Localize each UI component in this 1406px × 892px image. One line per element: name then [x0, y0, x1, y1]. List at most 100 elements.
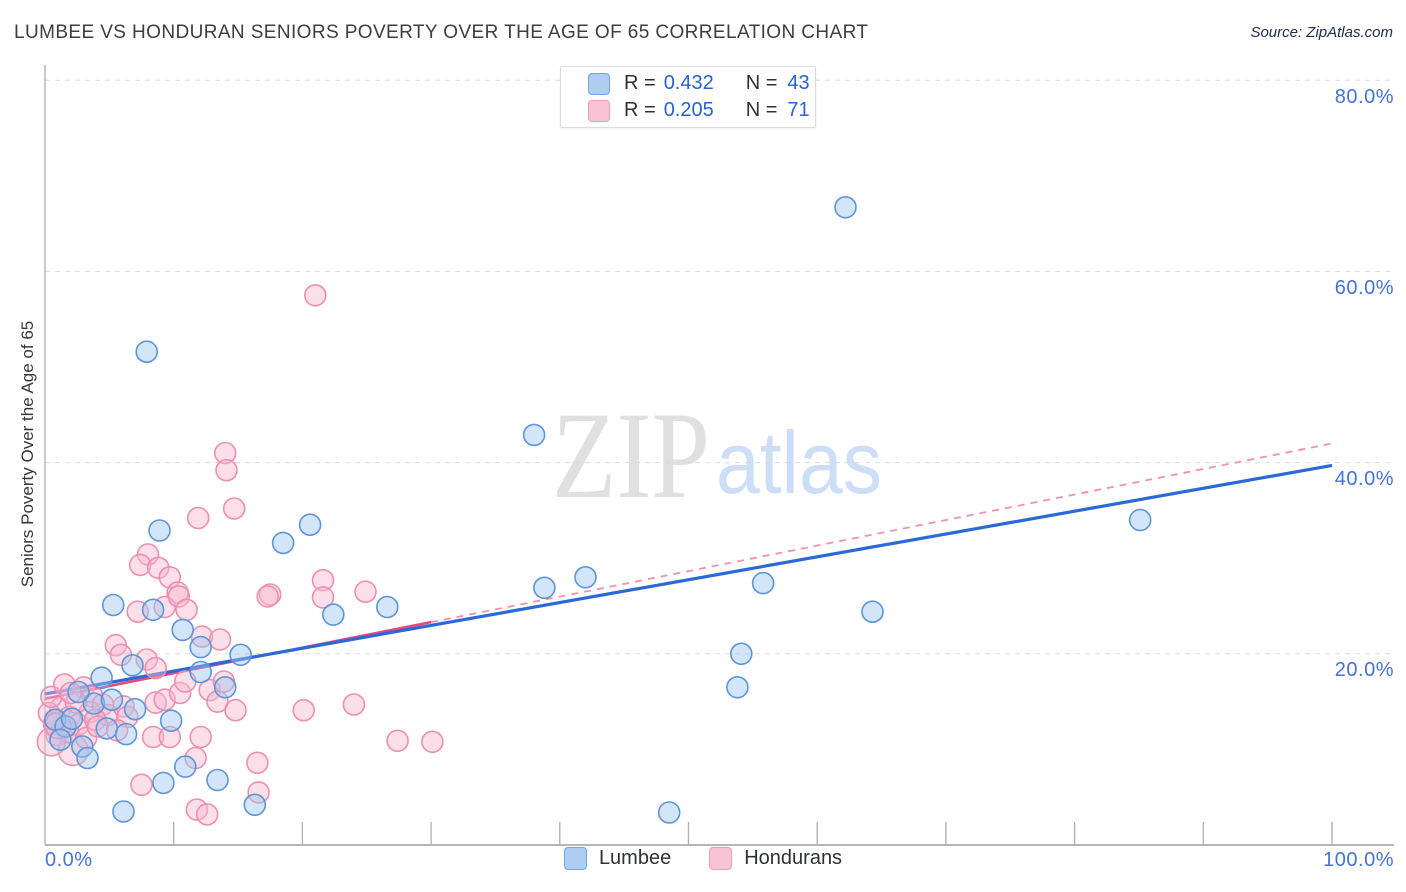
scatter-point-lumbee: [71, 735, 94, 758]
watermark-zip: ZIP: [552, 387, 710, 524]
scatter-point-hondurans: [144, 656, 167, 680]
scatter-point-hondurans: [186, 506, 210, 530]
trend-lines-group: [44, 442, 1333, 701]
scatter-point-hondurans: [168, 681, 192, 705]
scatter-point-lumbee: [726, 675, 749, 699]
series-legend: Lumbee Hondurans: [0, 847, 1406, 870]
scatter-point-lumbee: [159, 709, 183, 733]
scatter-point-lumbee: [49, 728, 72, 752]
series-legend-label: Hondurans: [744, 847, 843, 869]
watermark-atlas: atlas: [716, 413, 882, 512]
scatter-point-lumbee: [298, 513, 322, 537]
scatter-point-hondurans: [247, 781, 270, 804]
r-value: 0.205: [663, 99, 714, 121]
scatter-point-lumbee: [729, 642, 753, 666]
scatter-point-lumbee: [271, 531, 295, 555]
x-tick-max: 100.0%: [1323, 849, 1394, 871]
scatter-point-hondurans: [208, 628, 232, 651]
scatter-point-hondurans: [222, 497, 246, 520]
scatter-point-hondurans: [135, 648, 158, 671]
scatter-point-hondurans: [167, 585, 191, 608]
scatter-point-hondurans: [175, 598, 198, 622]
scatter-point-hondurans: [141, 725, 165, 749]
r-label: R =: [624, 99, 656, 121]
scatter-point-hondurans: [130, 773, 153, 797]
scatter-point-hondurans: [213, 441, 237, 465]
scatter-point-lumbee: [152, 771, 175, 795]
scatter-point-lumbee: [67, 680, 90, 704]
scatter-point-hondurans: [303, 283, 327, 307]
scatter-point-hondurans: [342, 693, 366, 716]
scatter-point-lumbee: [522, 423, 546, 447]
scatter-point-hondurans: [354, 580, 377, 604]
y-tick-80: 80.0%: [1334, 86, 1394, 108]
scatter-point-hondurans: [189, 725, 212, 749]
source-attribution: Source: ZipAtlas.com: [1250, 24, 1393, 41]
scatter-point-lumbee: [100, 688, 124, 712]
hondurans-swatch: [709, 847, 733, 870]
scatter-point-lumbee: [229, 643, 252, 667]
n-label: N =: [745, 99, 778, 121]
scatter-point-hondurans: [292, 698, 316, 722]
scatter-point-lumbee: [751, 571, 775, 595]
r-value: 0.432: [663, 72, 714, 94]
n-label: N =: [745, 72, 778, 94]
scatter-point-lumbee: [834, 196, 857, 219]
scatter-point-lumbee: [375, 595, 399, 619]
scatter-point-lumbee: [135, 340, 158, 364]
scatter-point-lumbee: [101, 593, 125, 617]
scatter-point-lumbee: [657, 801, 681, 824]
scatter-point-lumbee: [213, 675, 237, 699]
scatter-point-hondurans: [246, 751, 269, 775]
scatter-point-lumbee: [121, 653, 144, 677]
scatter-point-lumbee: [76, 746, 99, 770]
scatter-point-lumbee: [189, 660, 212, 684]
scatter-point-lumbee: [114, 722, 138, 746]
page-title: LUMBEE VS HONDURAN SENIORS POVERTY OVER …: [14, 22, 869, 43]
scatter-point-hondurans: [215, 458, 238, 482]
series-legend-label: Lumbee: [598, 847, 672, 869]
series-legend-lumbee: Lumbee: [563, 847, 672, 870]
scatter-point-lumbee: [206, 768, 229, 792]
scatter-point-hondurans: [86, 715, 110, 738]
r-label: R =: [624, 72, 656, 94]
y-tick-20: 20.0%: [1334, 659, 1394, 681]
n-value: 71: [787, 99, 810, 121]
scatter-point-lumbee: [1128, 508, 1152, 532]
scatter-point-lumbee: [171, 618, 194, 642]
scatter-point-hondurans: [147, 556, 170, 580]
hondurans-swatch: [588, 99, 610, 122]
x-tick-min: 0.0%: [45, 849, 93, 871]
scatter-point-lumbee: [148, 519, 171, 542]
scatter-point-lumbee: [533, 576, 556, 600]
correlation-legend: R = 0.432 N = 43 R = 0.205 N = 71: [560, 66, 816, 128]
scatter-point-hondurans: [256, 585, 280, 608]
y-tick-60: 60.0%: [1334, 277, 1394, 299]
legend-row-lumbee: R = 0.432 N = 43: [588, 72, 815, 96]
watermark: ZIP atlas: [552, 387, 882, 524]
scatter-point-hondurans: [206, 690, 229, 713]
scatter-point-lumbee: [90, 666, 113, 690]
scatter-point-hondurans: [195, 803, 219, 826]
scatter-point-lumbee: [574, 565, 597, 589]
scatter-point-lumbee: [60, 707, 84, 731]
scatter-point-lumbee: [189, 635, 212, 659]
scatter-point-hondurans: [59, 681, 82, 705]
hondurans-trend-dashed: [430, 442, 1333, 624]
scatter-point-hondurans: [311, 586, 335, 609]
scatter-point-hondurans: [158, 725, 182, 749]
series-legend-hondurans: Hondurans: [709, 847, 842, 870]
scatter-point-lumbee: [95, 717, 119, 740]
n-value: 43: [787, 72, 810, 94]
scatter-point-hondurans: [44, 711, 72, 740]
axes-group: [44, 65, 1394, 846]
legend-row-hondurans: R = 0.205 N = 71: [588, 99, 815, 123]
scatter-point-lumbee: [174, 755, 197, 778]
gridlines-group: [45, 79, 1394, 655]
scatter-point-lumbee: [861, 600, 884, 624]
lumbee-swatch: [588, 72, 610, 95]
scatter-point-hondurans: [224, 698, 247, 722]
scatter-point-lumbee: [112, 800, 135, 823]
